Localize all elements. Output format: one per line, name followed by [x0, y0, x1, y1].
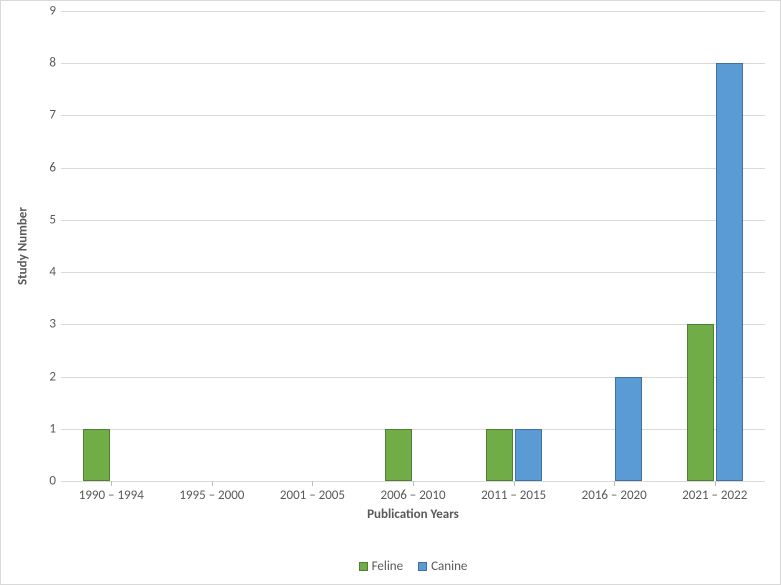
category-group [262, 11, 363, 481]
y-axis-label: Study Number [16, 207, 31, 285]
y-tick-label: 0 [49, 474, 56, 489]
y-tick-label: 8 [49, 56, 56, 71]
x-tick-mark [312, 481, 313, 486]
y-tick-label: 7 [49, 108, 56, 123]
category-group [363, 11, 464, 481]
category-group [463, 11, 564, 481]
bar-feline [687, 324, 714, 481]
bar-feline [83, 429, 110, 481]
legend-item-canine: Canine [418, 559, 467, 574]
x-tick-mark [614, 481, 615, 486]
bar-canine [515, 429, 542, 481]
y-tick-label: 9 [49, 4, 56, 19]
legend-label: Canine [431, 559, 467, 574]
y-tick-label: 4 [49, 265, 56, 280]
bar-canine [615, 377, 642, 481]
y-tick-label: 1 [49, 421, 56, 436]
x-axis-label: Publication Years [61, 507, 765, 522]
bar-feline [385, 429, 412, 481]
x-tick-mark [111, 481, 112, 486]
x-tick-mark [514, 481, 515, 486]
x-tick-mark [212, 481, 213, 486]
y-tick-label: 3 [49, 317, 56, 332]
category-group [564, 11, 665, 481]
legend: Feline Canine [61, 559, 765, 579]
legend-item-feline: Feline [359, 559, 404, 574]
chart-container: Study Number01234567891990 – 19941995 – … [0, 0, 781, 585]
category-group [162, 11, 263, 481]
y-tick-label: 5 [49, 212, 56, 227]
y-tick-label: 6 [49, 160, 56, 175]
legend-swatch [359, 562, 368, 571]
y-tick-label: 2 [49, 369, 56, 384]
plot-area: Study Number0123456789 [61, 11, 765, 481]
bars-layer [61, 11, 765, 481]
legend-label: Feline [372, 559, 404, 574]
legend-swatch [418, 562, 427, 571]
bar-canine [716, 63, 743, 481]
category-group [664, 11, 765, 481]
x-tick-mark [715, 481, 716, 486]
bar-feline [486, 429, 513, 481]
category-group [61, 11, 162, 481]
x-tick-mark [413, 481, 414, 486]
